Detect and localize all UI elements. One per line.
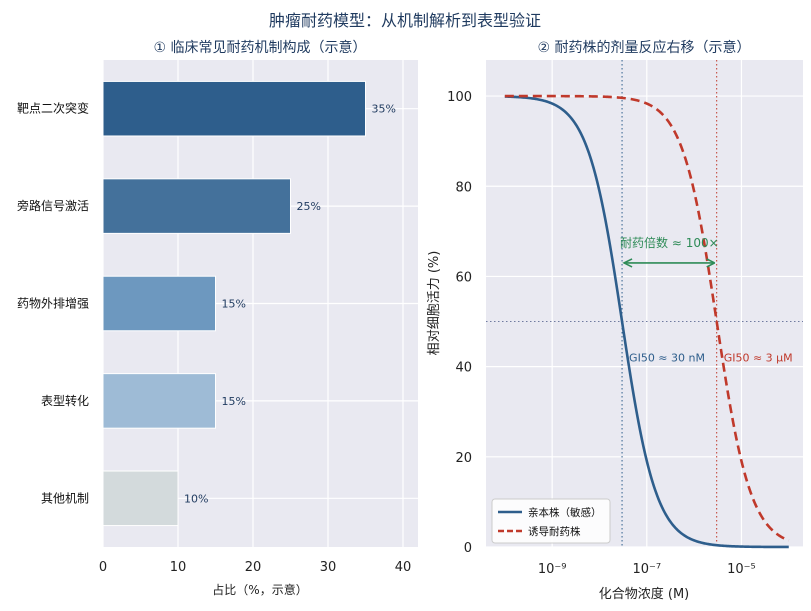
bar	[102, 178, 291, 234]
x-tick-label: 10⁻⁹	[538, 562, 567, 577]
x-tick-label: 20	[245, 560, 262, 575]
bar-value-label: 15%	[222, 395, 246, 408]
bar-value-label: 35%	[372, 103, 396, 116]
parental-gi50-label: GI50 ≈ 30 nM	[629, 352, 705, 365]
x-tick-label: 10⁻⁵	[727, 562, 756, 577]
x-tick-label: 30	[320, 560, 337, 575]
arrow-head-right	[706, 258, 716, 268]
y-tick-label: 80	[455, 180, 472, 195]
figure-title: 肿瘤耐药模型：从机制解析到表型验证	[269, 11, 541, 30]
bar	[102, 80, 366, 137]
right-x-axis-label: 化合物浓度 (M)	[599, 586, 690, 602]
resistant-gi50-label: GI50 ≈ 3 μM	[724, 352, 793, 365]
bar-value-label: 25%	[297, 200, 321, 213]
y-tick-label: 0	[464, 541, 472, 556]
right-chart-title: ② 耐药株的剂量反应右移（示意）	[537, 39, 750, 56]
category-label: 旁路信号激活	[17, 198, 89, 213]
right-legend: 亲本株（敏感） 诱导耐药株	[491, 498, 611, 544]
right-reference-lines	[486, 60, 803, 547]
bar	[102, 373, 216, 429]
x-tick-label: 0	[99, 560, 107, 575]
category-label: 表型转化	[41, 393, 89, 408]
y-tick-label: 40	[455, 361, 472, 376]
x-tick-label: 10	[170, 560, 187, 575]
bar-value-label: 10%	[184, 492, 208, 505]
category-label: 靶点二次突变	[17, 101, 89, 116]
left-chart: 35% 25% 15% 15% 10% 靶点二次突变旁路信号激活药物外排增强表型转化其他…	[17, 39, 418, 597]
bar-value-label: 15%	[222, 298, 246, 311]
right-curves	[504, 94, 790, 549]
y-tick-label: 20	[455, 451, 472, 466]
bar	[102, 470, 179, 527]
x-tick-label: 10⁻⁷	[632, 562, 661, 577]
arrow-head-left	[622, 258, 633, 268]
parental-curve	[504, 95, 789, 549]
right-y-axis-label: 相对细胞活力 (%)	[427, 251, 442, 356]
right-y-tick-labels: 0 20 40 60 80 100	[447, 90, 472, 556]
category-label: 其他机制	[41, 491, 89, 505]
right-plot-area	[486, 60, 803, 547]
fold-change-label: 耐药倍数 ≈ 100×	[620, 235, 719, 250]
resistant-curve	[504, 94, 790, 542]
left-x-axis-label: 占比（%，示意）	[212, 582, 307, 597]
legend-label: 亲本株（敏感）	[528, 506, 602, 519]
left-x-tick-labels: 0 10 20 30 40	[99, 560, 411, 575]
left-chart-title: ① 临床常见耐药机制构成（示意）	[153, 39, 366, 56]
y-tick-label: 100	[447, 90, 472, 105]
right-x-tick-labels: 10⁻⁹ 10⁻⁷ 10⁻⁵	[538, 562, 756, 577]
y-tick-label: 60	[455, 270, 472, 285]
right-chart: 耐药倍数 ≈ 100×GI50 ≈ 30 nM GI50 ≈ 3 μM 10⁻⁹ 1…	[427, 39, 803, 602]
x-tick-label: 40	[395, 560, 412, 575]
legend-label: 诱导耐药株	[528, 525, 581, 538]
category-label: 药物外排增强	[17, 297, 89, 311]
bar	[102, 275, 216, 332]
left-bars: 35% 25% 15% 15% 10%	[102, 80, 396, 527]
right-annotations: 耐药倍数 ≈ 100× GI50 ≈ 30 nM GI50 ≈ 3 μM	[620, 235, 793, 365]
